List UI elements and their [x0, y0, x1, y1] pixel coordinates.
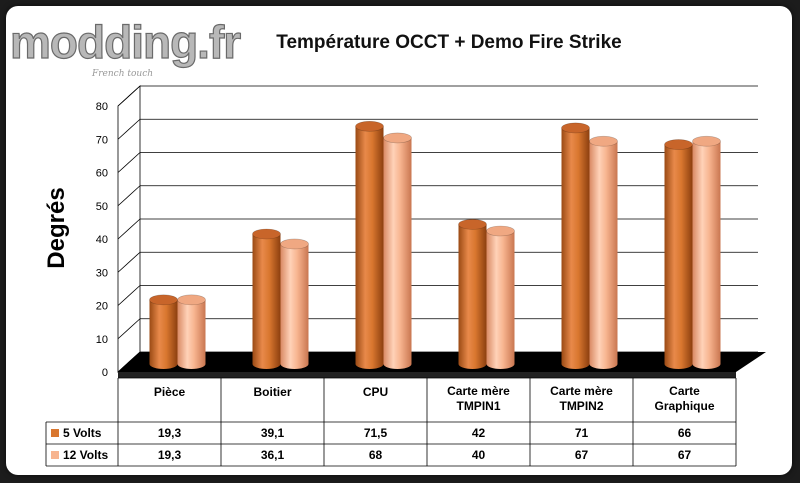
bar-series2-4 [589, 135, 618, 369]
category-label-line: Carte mère [447, 384, 510, 398]
bar-series1-1 [252, 228, 281, 369]
bar-body [458, 224, 487, 369]
y-tick-label: 30 [96, 267, 108, 279]
logo-tagline: French touch [91, 69, 153, 79]
y-axis-label: Degrés [43, 187, 70, 268]
data-label-1-4: 67 [575, 448, 589, 462]
bar-series1-4 [561, 122, 590, 369]
y-tick-label: 10 [96, 334, 108, 346]
bar-series1-5 [664, 139, 693, 369]
gridline-side [117, 218, 141, 240]
gridline-side [117, 185, 141, 207]
y-tick-label: 70 [96, 134, 108, 146]
category-label-0: Pièce [154, 385, 186, 399]
bar-top [486, 225, 515, 237]
y-tick-label: 80 [96, 101, 108, 113]
legend-key-1 [51, 451, 59, 459]
gridline-side [117, 285, 141, 306]
data-label-0-2: 71,5 [364, 426, 388, 440]
chart-frame: modding.fr French touch Température OCCT… [6, 6, 792, 475]
bar-body [589, 141, 618, 369]
bar-top [355, 120, 384, 132]
bar-body [355, 126, 384, 369]
bar-top [383, 132, 412, 144]
gridlines [117, 85, 758, 373]
category-label-line: Carte mère [550, 384, 613, 398]
data-label-0-1: 39,1 [261, 426, 285, 440]
gridline-side [117, 152, 141, 173]
bar-series2-2 [383, 132, 412, 369]
legend-label-1: 12 Volts [63, 448, 108, 462]
bar-series1-2 [355, 120, 384, 369]
logo-text: modding.fr [10, 16, 241, 68]
data-label-1-2: 68 [369, 448, 383, 462]
data-label-0-4: 71 [575, 426, 589, 440]
floor-edge [118, 372, 736, 378]
bar-series1-3 [458, 219, 487, 369]
y-tick-label: 40 [96, 234, 108, 246]
bar-body [383, 137, 412, 369]
bar-series2-0 [177, 294, 206, 369]
bar-body [692, 141, 721, 369]
gridline-side [117, 318, 141, 340]
logo: modding.fr French touch [9, 15, 242, 79]
bar-body [177, 299, 206, 369]
category-label-2: CPU [363, 385, 388, 399]
bar-body [149, 299, 178, 369]
chart-svg: modding.fr French touch Température OCCT… [9, 15, 766, 467]
legend-label-0: 5 Volts [63, 426, 102, 440]
bar-top [252, 228, 281, 240]
data-label-1-3: 40 [472, 448, 486, 462]
data-label-0-0: 19,3 [158, 426, 182, 440]
gridline-side [117, 85, 141, 107]
bar-body [252, 233, 281, 369]
bar-top [589, 135, 618, 147]
category-label-line: CPU [363, 385, 388, 399]
bar-top [280, 238, 309, 250]
bar-body [280, 243, 309, 369]
bar-series2-3 [486, 225, 515, 369]
bar-top [149, 294, 178, 306]
data-label-1-0: 19,3 [158, 448, 182, 462]
category-label-line: TMPIN1 [456, 399, 500, 413]
y-tick-label: 0 [102, 367, 108, 379]
bar-series1-0 [149, 294, 178, 369]
category-label-1: Boitier [253, 385, 291, 399]
category-label-4: Carte mère TMPIN2 [550, 384, 613, 413]
bars [149, 120, 721, 369]
y-tick-label: 50 [96, 201, 108, 213]
data-label-1-1: 36,1 [261, 448, 285, 462]
y-tick-label: 60 [96, 168, 108, 180]
category-label-line: Graphique [654, 399, 714, 413]
category-label-line: Pièce [154, 385, 186, 399]
category-label-5: Carte Graphique [654, 384, 714, 413]
category-label-line: Boitier [253, 385, 291, 399]
gridline-side [117, 118, 141, 140]
legend-key-0 [51, 429, 59, 437]
data-label-0-5: 66 [678, 426, 692, 440]
bar-body [664, 144, 693, 369]
bar-top [177, 294, 206, 306]
bar-top [561, 122, 590, 134]
bar-series2-5 [692, 135, 721, 369]
category-label-line: Carte [669, 384, 700, 398]
chart-title: Température OCCT + Demo Fire Strike [276, 32, 621, 53]
bar-top [664, 139, 693, 150]
bar-body [486, 231, 515, 369]
bar-series2-1 [280, 238, 309, 369]
data-label-0-3: 42 [472, 426, 486, 440]
data-label-1-5: 67 [678, 448, 692, 462]
bar-body [561, 127, 590, 369]
y-tick-label: 20 [96, 301, 108, 313]
bar-top [458, 219, 487, 230]
category-label-line: TMPIN2 [559, 399, 603, 413]
gridline-side [117, 251, 141, 273]
y-ticks: 0 10 20 30 40 50 60 70 80 [96, 101, 108, 379]
bar-top [692, 135, 721, 147]
category-label-3: Carte mère TMPIN1 [447, 384, 510, 413]
